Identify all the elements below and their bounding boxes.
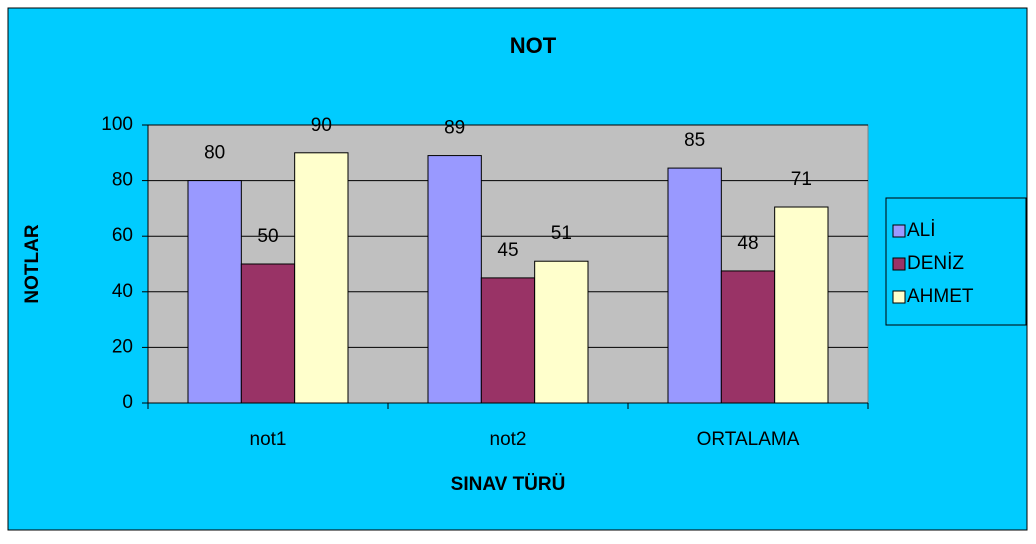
bar [187, 180, 242, 404]
data-label: 51 [551, 223, 572, 244]
data-label: 89 [444, 118, 465, 139]
bar [534, 260, 589, 404]
chart-title: NOT [510, 33, 557, 58]
y-tick-label: 20 [112, 336, 133, 357]
legend-swatch [892, 257, 906, 271]
bar [427, 155, 482, 404]
legend-swatch [892, 290, 906, 304]
x-axis-label: SINAV TÜRÜ [451, 474, 566, 495]
x-tick-label: ORTALAMA [697, 429, 800, 450]
y-tick-label: 0 [122, 392, 133, 413]
data-label: 80 [204, 143, 225, 164]
bar [774, 206, 829, 404]
legend-swatch [892, 224, 906, 238]
legend [885, 197, 1027, 326]
y-tick-label: 40 [112, 281, 133, 302]
bar [667, 167, 722, 404]
legend-label: DENİZ [907, 253, 964, 274]
y-tick-label: 100 [101, 114, 133, 135]
x-tick-label: not2 [490, 429, 527, 450]
bar [480, 277, 536, 404]
y-tick-label: 60 [112, 225, 133, 246]
bar [294, 152, 349, 404]
data-label: 85 [684, 130, 705, 151]
data-label: 71 [791, 169, 812, 190]
y-axis-label: NOTLAR [22, 224, 43, 303]
legend-label: AHMET [907, 286, 974, 307]
data-label: 45 [497, 240, 518, 261]
bar [240, 263, 296, 404]
x-tick-label: not1 [250, 429, 287, 450]
bar [720, 270, 776, 404]
legend-label: ALİ [907, 220, 936, 241]
data-label: 90 [311, 115, 332, 136]
data-label: 50 [257, 226, 278, 247]
data-label: 48 [737, 233, 758, 254]
y-tick-label: 80 [112, 170, 133, 191]
